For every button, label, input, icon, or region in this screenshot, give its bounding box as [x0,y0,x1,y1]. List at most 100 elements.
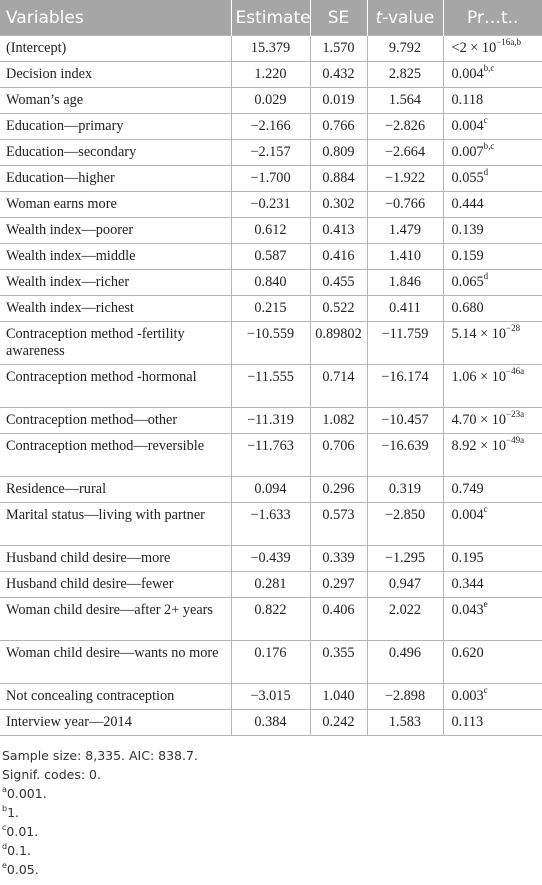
p-value-exponent: −46 [506,366,520,376]
variable-cell: Contraception method -hormonal [0,365,231,408]
signif-codes-note: Signif. codes: 0. [2,765,542,784]
p-value-cell: 0.620 [443,641,542,684]
estimate-cell: 0.094 [231,477,310,503]
p-value-exponent: −16 [496,37,510,47]
table-row: Residence—rural 0.094 0.296 0.319 0.749 [0,477,542,503]
table-row: Education—primary −2.166 0.766 −2.826 0.004c [0,114,542,140]
header-estimate: Estimate [231,0,310,36]
table-row: Decision index 1.220 0.432 2.825 0.004b,c [0,62,542,88]
estimate-cell: 0.587 [231,244,310,270]
p-value-cell: 0.004c [443,503,542,546]
t-value-cell: −0.766 [367,192,443,218]
p-value-text: 0.007 [452,144,484,160]
t-value-cell: −2.664 [367,140,443,166]
footnote-text: 0.01. [6,824,38,839]
p-value-footnote-mark: b,c [484,141,495,151]
p-value-cell: 0.065d [443,270,542,296]
se-cell: 0.297 [310,572,367,598]
estimate-cell: −11.763 [231,434,310,477]
p-value-footnote-mark: e [484,599,488,609]
estimate-cell: 0.384 [231,710,310,736]
p-value-text: 0.065 [452,274,484,290]
footnote-text: 0.05. [7,862,39,877]
footnote: d0.1. [2,841,542,860]
p-value-footnote-mark: d [484,271,489,281]
variable-cell: Interview year—2014 [0,710,231,736]
variable-cell: Education—primary [0,114,231,140]
p-value-text: 0.004 [452,118,484,134]
footnote-mark: a [2,785,7,794]
variable-cell: Residence—rural [0,477,231,503]
table-row: Marital status—living with partner −1.633… [0,503,542,546]
se-cell: 0.413 [310,218,367,244]
p-value-text: 0.159 [452,248,484,264]
variable-cell: Woman earns more [0,192,231,218]
p-value-cell: <2 × 10−16a,b [443,36,542,62]
p-value-footnote-mark: b,c [484,63,495,73]
header-t-value: t-value [367,0,443,36]
p-value-text: 0.344 [452,576,484,592]
se-cell: 0.355 [310,641,367,684]
table-row: Wealth index—richer 0.840 0.455 1.846 0.065d [0,270,542,296]
p-value-text: 0.620 [452,645,484,661]
t-value-cell: 1.479 [367,218,443,244]
footnote-mark: d [2,842,7,851]
t-value-cell: −1.295 [367,546,443,572]
variable-cell: (Intercept) [0,36,231,62]
se-cell: 0.406 [310,598,367,641]
se-cell: 0.522 [310,296,367,322]
p-value-cell: 0.444 [443,192,542,218]
se-cell: 0.339 [310,546,367,572]
p-value-cell: 0.749 [443,477,542,503]
header-se: SE [310,0,367,36]
estimate-cell: −10.559 [231,322,310,365]
estimate-cell: 0.215 [231,296,310,322]
estimate-cell: −2.157 [231,140,310,166]
p-value-cell: 0.680 [443,296,542,322]
estimate-cell: −0.231 [231,192,310,218]
variable-cell: Wealth index—middle [0,244,231,270]
variable-cell: Not concealing contraception [0,684,231,710]
p-value-cell: 0.007b,c [443,140,542,166]
footnote-list: a0.001. b1. c0.01. d0.1. e0.05. [2,784,542,879]
table-row: Contraception method -fertility awarenes… [0,322,542,365]
t-value-cell: 0.319 [367,477,443,503]
p-value-cell: 0.055d [443,166,542,192]
p-value-exponent: −23 [506,409,520,419]
table-row: Interview year—2014 0.384 0.242 1.583 0.113 [0,710,542,736]
p-value-footnote-mark: c [484,115,488,125]
p-value-text: 0.004 [452,507,484,523]
p-value-text: 0.113 [452,714,484,730]
p-value-cell: 0.003c [443,684,542,710]
sample-size-note: Sample size: 8,335. AIC: 838.7. [2,746,542,765]
se-cell: 0.809 [310,140,367,166]
t-value-cell: 9.792 [367,36,443,62]
p-value-cell: 0.195 [443,546,542,572]
t-value-cell: 0.411 [367,296,443,322]
estimate-cell: −1.700 [231,166,310,192]
se-cell: 0.573 [310,503,367,546]
footnote: b1. [2,803,542,822]
table-row: Woman’s age 0.029 0.019 1.564 0.118 [0,88,542,114]
footnote: a0.001. [2,784,542,803]
t-value-cell: −10.457 [367,408,443,434]
table-row: Wealth index—poorer 0.612 0.413 1.479 0.139 [0,218,542,244]
t-value-cell: −2.850 [367,503,443,546]
t-value-cell: −11.759 [367,322,443,365]
p-value-cell: 0.159 [443,244,542,270]
se-cell: 0.714 [310,365,367,408]
p-value-text: 8.92 × 10 [452,438,507,454]
p-value-text: 0.444 [452,196,484,212]
variable-cell: Education—secondary [0,140,231,166]
table-row: Husband child desire—more −0.439 0.339 −1.2… [0,546,542,572]
variable-cell: Husband child desire—fewer [0,572,231,598]
table-row: Contraception method—other −11.319 1.082 −1… [0,408,542,434]
t-value-cell: 2.825 [367,62,443,88]
se-cell: 0.455 [310,270,367,296]
p-value-cell: 4.70 × 10−23a [443,408,542,434]
t-value-cell: 1.410 [367,244,443,270]
estimate-cell: 0.840 [231,270,310,296]
variable-cell: Wealth index—poorer [0,218,231,244]
variable-cell: Contraception method—reversible [0,434,231,477]
se-cell: 1.570 [310,36,367,62]
